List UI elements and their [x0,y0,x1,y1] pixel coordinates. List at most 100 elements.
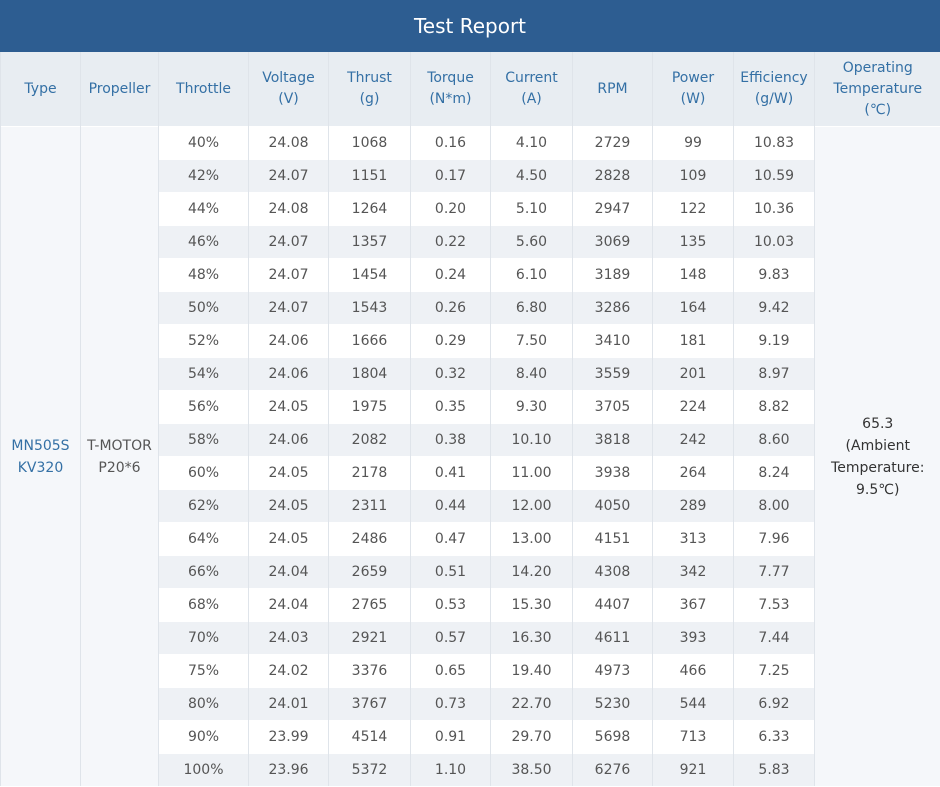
data-cell: 0.24 [410,258,491,292]
header-text: Efficiency [740,70,808,86]
data-cell: 0.35 [410,390,491,424]
data-row: 62% 24.05 2311 0.44 12.00 4050 289 8.00 [1,489,940,523]
header-cell: Current (A) [490,52,573,127]
data-cell: 13.00 [490,522,573,556]
data-cell: 0.17 [410,159,491,193]
header-text: (g/W) [754,91,794,107]
data-cell: 10.59 [733,159,815,193]
data-cell: 19.40 [490,654,573,688]
header-cell: RPM [572,52,653,127]
header-cell: Voltage (V) [248,52,329,127]
data-row: 58% 24.06 2082 0.38 10.10 3818 242 8.60 [1,423,940,457]
data-cell: 7.25 [733,654,815,688]
data-cell: 12.00 [490,489,573,523]
data-cell: 4050 [572,489,653,523]
temperature-text: 65.3 [862,415,894,432]
header-text: Type [24,80,57,97]
data-cell: 24.08 [248,192,329,226]
data-cell: 8.60 [733,423,815,457]
data-cell: 7.50 [490,324,573,358]
type-text: KV320 [17,459,64,476]
data-cell: 4514 [328,720,411,754]
data-cell: 6.80 [490,291,573,325]
header-text: Thrust [347,70,392,86]
data-cell: 0.26 [410,291,491,325]
type-text: MN505S [11,437,70,454]
data-cell: 367 [652,588,734,622]
data-cell: 24.02 [248,654,329,688]
data-cell: 22.70 [490,687,573,721]
data-cell: 54% [158,357,249,391]
data-cell: 24.05 [248,522,329,556]
data-cell: 24.07 [248,225,329,259]
data-row: 75% 24.02 3376 0.65 19.40 4973 466 7.25 [1,654,940,688]
type-cell: MN505S KV320 [0,126,81,786]
data-cell: 9.42 [733,291,815,325]
data-cell: 1454 [328,258,411,292]
data-cell: 1666 [328,324,411,358]
data-row: 52% 24.06 1666 0.29 7.50 3410 181 9.19 [1,324,940,358]
data-cell: 8.00 [733,489,815,523]
data-cell: 46% [158,225,249,259]
data-cell: 5.83 [733,753,815,786]
data-cell: 0.47 [410,522,491,556]
propeller-text: P20*6 [98,459,141,476]
data-cell: 7.77 [733,555,815,589]
data-cell: 4.50 [490,159,573,193]
header-text: (A) [521,91,542,107]
temperature-text: Temperature: [831,459,925,476]
data-cell: 9.30 [490,390,573,424]
data-row: 66% 24.04 2659 0.51 14.20 4308 342 7.77 [1,555,940,589]
data-cell: 9.19 [733,324,815,358]
data-cell: 8.97 [733,357,815,391]
temperature-text: (Ambient [845,437,910,454]
data-cell: 4973 [572,654,653,688]
data-cell: 2729 [572,126,653,160]
data-cell: 2765 [328,588,411,622]
data-cell: 4151 [572,522,653,556]
data-cell: 70% [158,621,249,655]
data-cell: 3376 [328,654,411,688]
header-text: (V) [278,91,299,107]
data-cell: 164 [652,291,734,325]
data-cell: 9.83 [733,258,815,292]
data-cell: 6.33 [733,720,815,754]
data-cell: 2178 [328,456,411,490]
header-cell: Power (W) [652,52,734,127]
data-cell: 289 [652,489,734,523]
data-cell: 201 [652,357,734,391]
data-cell: 3410 [572,324,653,358]
data-cell: 14.20 [490,555,573,589]
data-row: 100% 23.96 5372 1.10 38.50 6276 921 5.83 [1,753,940,786]
data-row: 44% 24.08 1264 0.20 5.10 2947 122 10.36 [1,192,940,226]
data-cell: 60% [158,456,249,490]
header-cell: Throttle [158,52,249,127]
data-row: 64% 24.05 2486 0.47 13.00 4151 313 7.96 [1,522,940,556]
data-cell: 1068 [328,126,411,160]
header-text: (g) [359,91,380,107]
data-cell: 10.36 [733,192,815,226]
data-cell: 75% [158,654,249,688]
header-text: Torque [427,70,474,86]
data-cell: 0.22 [410,225,491,259]
data-cell: 8.24 [733,456,815,490]
header-cell: Operating Temperature (℃) [814,52,940,127]
data-row: 56% 24.05 1975 0.35 9.30 3705 224 8.82 [1,390,940,424]
data-cell: 1804 [328,357,411,391]
data-cell: 24.04 [248,555,329,589]
data-row: 80% 24.01 3767 0.73 22.70 5230 544 6.92 [1,687,940,721]
data-cell: 3818 [572,423,653,457]
data-cell: 68% [158,588,249,622]
data-cell: 0.44 [410,489,491,523]
data-cell: 3767 [328,687,411,721]
data-row: 90% 23.99 4514 0.91 29.70 5698 713 6.33 [1,720,940,754]
data-cell: 466 [652,654,734,688]
data-cell: 264 [652,456,734,490]
data-cell: 2486 [328,522,411,556]
data-cell: 24.07 [248,291,329,325]
data-cell: 90% [158,720,249,754]
data-cell: 40% [158,126,249,160]
data-cell: 52% [158,324,249,358]
data-cell: 99 [652,126,734,160]
